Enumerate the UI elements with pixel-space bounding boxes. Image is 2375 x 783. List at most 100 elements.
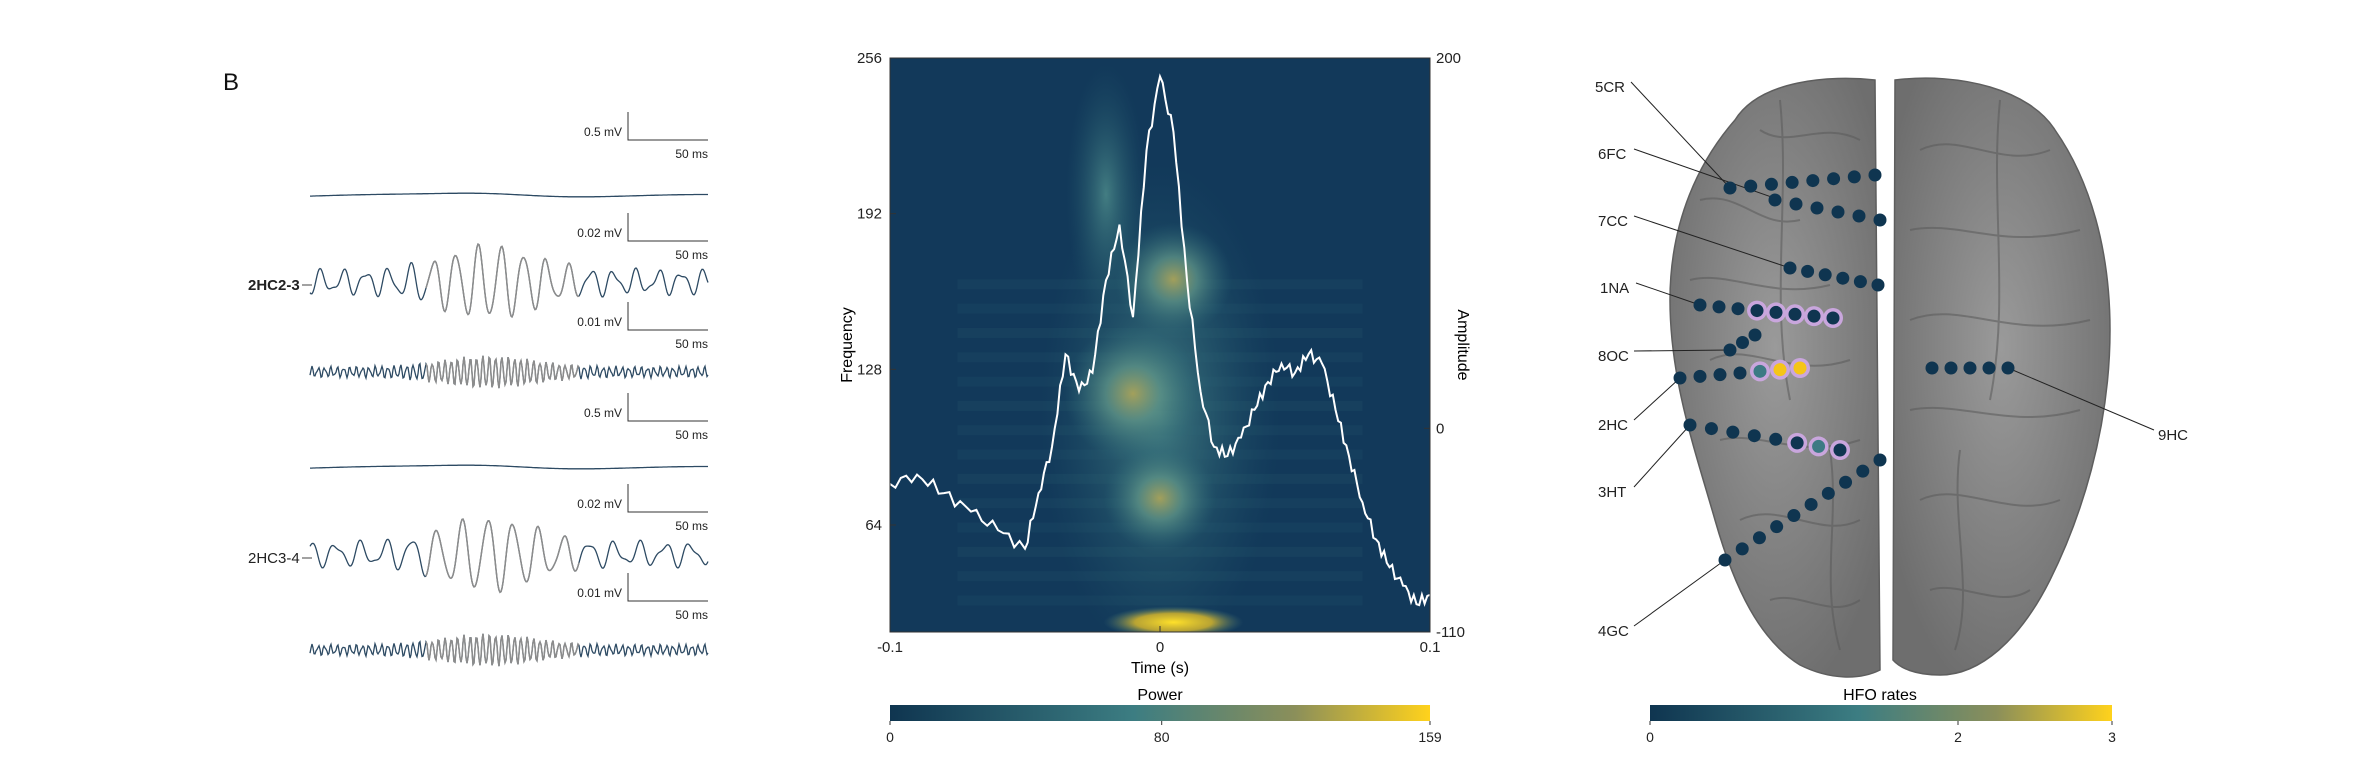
electrode-label: 4GC: [1598, 623, 1629, 640]
scalebar-time-label: 50 ms: [675, 147, 708, 161]
electrode-leader-line: [1633, 148, 1781, 201]
electrode-label: 1NA: [1600, 280, 1629, 297]
scalebar: 0.01 mV 50 ms: [577, 302, 708, 351]
gyrus-line: [1699, 197, 1801, 223]
electrode-contact: [1769, 432, 1783, 446]
electrode-contact: [1773, 363, 1787, 377]
electrode-contact: [1871, 278, 1885, 292]
electrode-contact: [1726, 425, 1740, 439]
electrode-contact: [1847, 170, 1861, 184]
electrode-contact: [1856, 464, 1870, 478]
electrode-contact: [1753, 364, 1767, 378]
gyrus-line: [1829, 449, 1841, 651]
electrode-contact: [1764, 177, 1778, 191]
power-hotspot: [1064, 325, 1202, 463]
spectrogram-panel: -0.1 0 0.1 64 128 192 256 -110 0 200 Time (s) Fre…: [839, 50, 1471, 745]
y2-tick-label: 0: [1436, 420, 1444, 437]
electrode-label: 5CR: [1595, 79, 1625, 96]
electrode-contact: [1723, 343, 1737, 357]
gyrus-line: [1929, 586, 2031, 599]
electrode-contact: [2001, 361, 2015, 375]
electrode-contact: [1712, 300, 1726, 314]
y2-tick-label: -110: [1436, 624, 1465, 641]
electrode-contact: [1826, 311, 1840, 325]
electrode-contact: [1963, 361, 1977, 375]
amplitude-trace: [890, 73, 1430, 607]
gyrus-line: [1989, 99, 2001, 401]
electrode-contact: [1810, 201, 1824, 215]
power-hotspot: [1103, 606, 1244, 632]
electrode-contact: [1713, 368, 1727, 382]
power-colorbar: [890, 705, 1430, 721]
electrode-contact: [1788, 307, 1802, 321]
scalebar: 0.02 mV 50 ms: [577, 484, 708, 533]
electrode-contact: [1733, 366, 1747, 380]
electrode-leader-line: [1635, 282, 1701, 306]
eeg-trace: [310, 192, 708, 198]
electrode-leader-line: [1633, 215, 1791, 269]
electrode-leader-line: [1630, 81, 1731, 189]
electrode-contact: [1793, 361, 1807, 375]
electrode-contact: [1787, 509, 1801, 523]
hfo-colorbar-tick: 3: [2108, 729, 2116, 745]
electrode-contact: [1982, 361, 1996, 375]
electrode-label: 9HC: [2158, 427, 2188, 444]
electrode-leader-line: [1633, 377, 1681, 421]
gyrus-line: [1759, 129, 1861, 141]
y-axis-label: Frequency: [839, 307, 856, 383]
power-hotspot: [1103, 444, 1217, 552]
gyrus-line: [1709, 353, 1851, 367]
scalebar-amplitude-label: 0.01 mV: [577, 586, 622, 600]
scalebar-time-label: 50 ms: [675, 608, 708, 622]
electrode-contact: [1748, 328, 1762, 342]
electrode-contact: [1806, 174, 1820, 188]
electrode-contact: [1693, 369, 1707, 383]
scalebar-time-label: 50 ms: [675, 337, 708, 351]
y-tick-label: 128: [857, 361, 882, 378]
x-tick-label: 0: [1156, 639, 1164, 656]
electrode-contact: [1804, 497, 1818, 511]
electrode-contact: [1704, 422, 1718, 436]
hfo-highlight-segment: [425, 242, 580, 319]
electrode-contact: [1821, 486, 1835, 500]
gyrus-line: [1739, 513, 1861, 527]
electrode-leader-line: [1633, 424, 1691, 488]
electrode-contact: [1839, 475, 1853, 489]
electrode-contact: [1770, 520, 1784, 534]
electrode-contact: [1783, 261, 1797, 275]
electrode-contact: [1836, 271, 1850, 285]
electrode-contact: [1785, 175, 1799, 189]
brain-panel: 5CR 6FC 7CC 1NA 8OC 2HC 3HT 4GC 9HC HFO rates 0 2…: [1595, 77, 2188, 745]
x-tick-label: 0.1: [1420, 639, 1441, 656]
electrode-contact: [1852, 209, 1866, 223]
scalebar-time-label: 50 ms: [675, 248, 708, 262]
y-tick-label: 256: [857, 50, 882, 67]
electrode-contact: [1735, 542, 1749, 556]
electrode-contact: [1833, 443, 1847, 457]
hfo-colorbar: [1650, 705, 2112, 721]
hfo-colorbar-tick: 2: [1954, 729, 1962, 745]
electrode-contact: [1750, 304, 1764, 318]
gyrus-line: [1909, 226, 2081, 238]
electrode-contact: [1736, 336, 1749, 349]
y2-tick-label: 200: [1436, 50, 1461, 67]
scalebar-time-label: 50 ms: [675, 428, 708, 442]
electrode-contact: [1873, 213, 1887, 227]
electrode-contact: [1944, 361, 1958, 375]
scalebar-amplitude-label: 0.5 mV: [584, 125, 622, 139]
scalebar: 0.5 mV 50 ms: [584, 112, 708, 161]
electrode-contact: [1723, 181, 1737, 195]
electrode-contact: [1718, 553, 1732, 567]
gyrus-line: [1954, 449, 1964, 651]
electrode-label: 8OC: [1598, 348, 1629, 365]
electrode-contact: [1801, 264, 1815, 278]
y-tick-label: 192: [857, 206, 882, 223]
gyrus-line: [1689, 276, 1831, 291]
electrode-contact: [1790, 436, 1804, 450]
hfo-highlight-segment: [425, 355, 580, 389]
power-colorbar-tick: 80: [1154, 729, 1170, 745]
scalebar-time-label: 50 ms: [675, 519, 708, 533]
scalebar: 0.02 mV 50 ms: [577, 213, 708, 262]
hfo-colorbar-tick: 0: [1646, 729, 1654, 745]
electrode-contact: [1769, 305, 1783, 319]
